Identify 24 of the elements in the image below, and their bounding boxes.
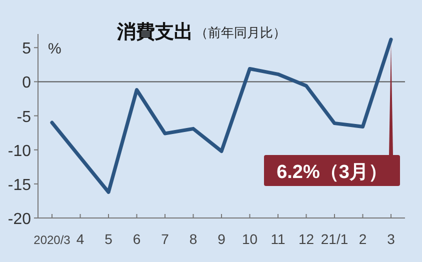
x-tick-label: 9 (218, 231, 226, 247)
x-tick-label: 5 (104, 231, 113, 247)
y-tick-label: 5 (22, 40, 32, 58)
chart-title: 消費支出 (116, 21, 193, 43)
annotation: 6.2%（3月） (264, 43, 400, 186)
y-tick-label: 0 (22, 74, 32, 92)
x-tick-label: 12 (298, 231, 314, 247)
x-tick-label: 3 (387, 231, 396, 247)
x-tick-label: 2 (358, 231, 367, 247)
y-tick-label: -20 (8, 211, 32, 228)
x-tick-label: 10 (242, 231, 258, 247)
x-tick-label: 11 (270, 231, 286, 247)
y-tick-label: -10 (8, 142, 32, 160)
x-tick-label: 4 (76, 231, 84, 247)
x-tick-label: 2020/3 (34, 233, 71, 247)
x-tick-label: 6 (132, 231, 141, 247)
x-tick-label: 8 (189, 231, 198, 247)
y-tick-label: -15 (8, 176, 32, 194)
y-axis-title: % (48, 40, 62, 58)
x-tick-label: 7 (161, 231, 170, 247)
x-tick-label: 21/1 (320, 231, 348, 247)
annotation: 6.2%（3月） (276, 162, 388, 183)
y-tick-label: -5 (16, 108, 32, 126)
chart-subtitle: （前年同月比） (195, 25, 286, 40)
